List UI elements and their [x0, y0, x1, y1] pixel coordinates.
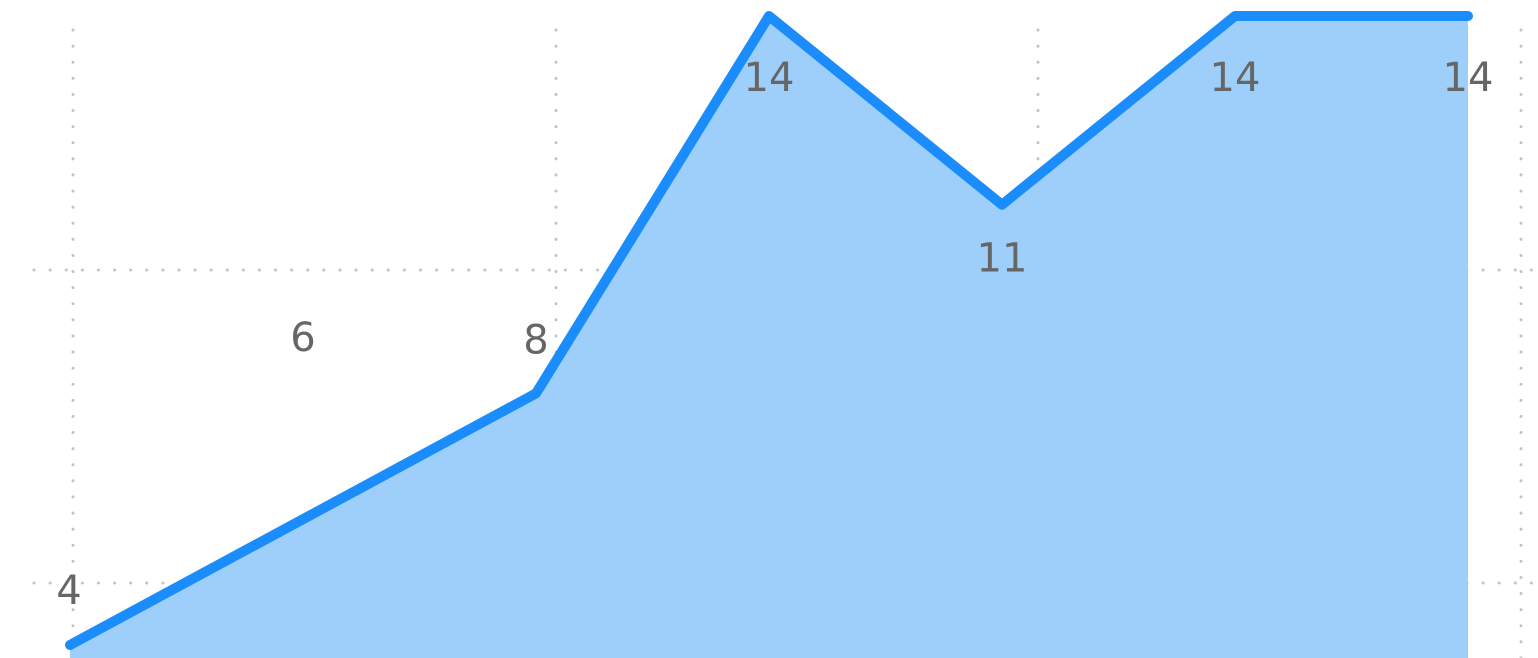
data-label: 4	[56, 568, 81, 614]
data-labels: 4 6 8 14 11 14 14	[56, 55, 1493, 614]
data-label: 6	[290, 315, 315, 361]
area-layer	[70, 16, 1468, 658]
series-line	[65, 11, 1473, 650]
data-label: 11	[977, 236, 1028, 282]
series-line-layer	[65, 11, 1473, 650]
data-label: 8	[523, 317, 548, 363]
data-label: 14	[1443, 55, 1494, 101]
series-area	[70, 16, 1468, 658]
data-label: 14	[1210, 55, 1261, 101]
data-label: 14	[744, 55, 795, 101]
